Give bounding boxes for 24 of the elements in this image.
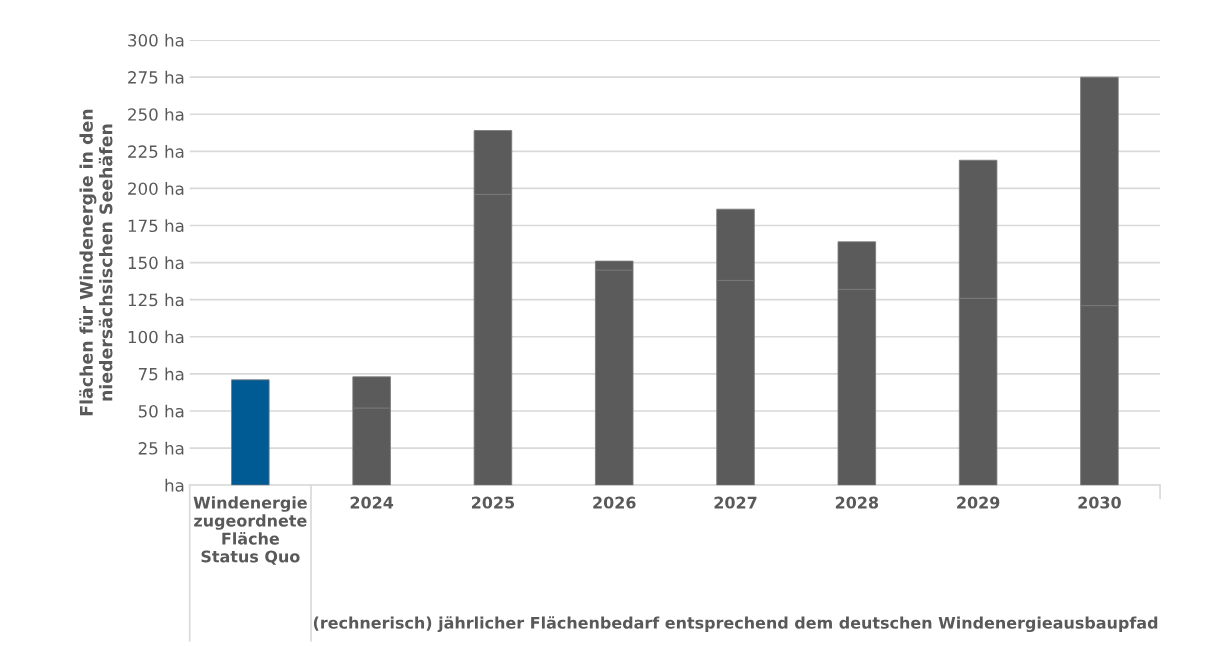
x-tick-label: 2027 bbox=[714, 496, 757, 509]
y-tick-label: 300 ha bbox=[128, 33, 184, 47]
x-tick-label: 2029 bbox=[957, 496, 1000, 509]
x-tick-label: 2026 bbox=[593, 496, 636, 509]
y-tick-label: 175 ha bbox=[128, 219, 184, 233]
y-tick-label: 275 ha bbox=[128, 70, 184, 84]
x-tick-label: 2030 bbox=[1078, 496, 1121, 509]
x-tick-label: 2024 bbox=[350, 496, 394, 509]
y-tick-label: 250 ha bbox=[128, 107, 184, 121]
y-axis-title: Flächen für Windenergie in den niedersächsischen Seehäfen bbox=[79, 109, 113, 416]
bar bbox=[231, 379, 270, 486]
y-tick-label: ha bbox=[165, 478, 184, 492]
y-tick-label: 125 ha bbox=[128, 293, 184, 307]
y-tick-label: 100 ha bbox=[128, 330, 184, 344]
y-tick-label: 150 ha bbox=[128, 256, 184, 270]
text: (rechnerisch) jährlicher Flächenbedarf entsprechend dem deutschen Windenergieausbaupfad bbox=[313, 616, 1158, 633]
x-tick-label: 2028 bbox=[835, 496, 879, 509]
y-tick-label: 200 ha bbox=[128, 182, 184, 195]
y-tick-label: 50 ha bbox=[138, 404, 184, 418]
y-tick-label: 75 ha bbox=[138, 367, 184, 381]
y-tick-label: 225 ha bbox=[128, 144, 184, 158]
x-tick-label: Windenergie zugeordnete Fläche Status Quo bbox=[193, 496, 307, 565]
y-tick-label: 25 ha bbox=[138, 441, 184, 455]
x-tick-label: 2025 bbox=[471, 496, 515, 509]
